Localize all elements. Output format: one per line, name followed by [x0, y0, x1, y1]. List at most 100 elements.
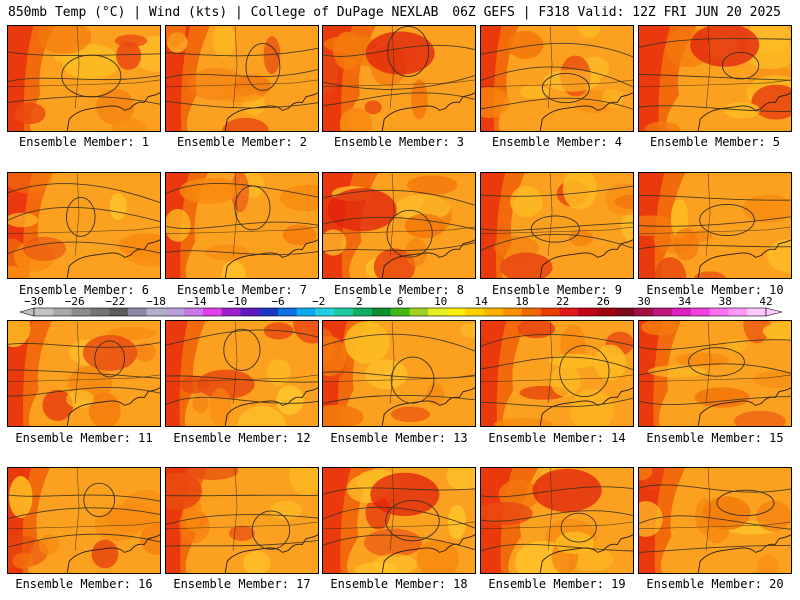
ensemble-member-map [165, 25, 319, 132]
ensemble-member-label: Ensemble Member: 2 [176, 135, 308, 149]
ensemble-member-map [7, 467, 161, 574]
colorbar-tick-label: 26 [597, 296, 610, 308]
ensemble-member-map [480, 25, 634, 132]
colorbar-swatch [465, 308, 485, 316]
colorbar-tick-label: −26 [65, 296, 85, 308]
colorbar-tick-label: −2 [312, 296, 325, 308]
colorbar-swatch [522, 308, 542, 316]
colorbar-swatch [90, 308, 110, 316]
colorbar-swatch [409, 308, 429, 316]
colorbar-tick-label: −14 [187, 296, 207, 308]
colorbar-swatch [278, 308, 298, 316]
ensemble-member-label: Ensemble Member: 18 [330, 577, 468, 591]
colorbar-swatch [634, 308, 654, 316]
ensemble-member-map [322, 25, 476, 132]
colorbar-swatch [202, 308, 222, 316]
colorbar-swatch [240, 308, 260, 316]
colorbar-tick-label: 18 [515, 296, 528, 308]
colorbar-tick-label: −6 [271, 296, 284, 308]
ensemble-member-label: Ensemble Member: 1 [18, 135, 150, 149]
colorbar-swatch [503, 308, 523, 316]
colorbar-swatch [653, 308, 673, 316]
colorbar-swatch [559, 308, 579, 316]
colorbar-tick-label: 2 [356, 296, 363, 308]
colorbar-swatch [259, 308, 279, 316]
colorbar-swatch [484, 308, 504, 316]
ensemble-member-map [638, 320, 792, 427]
ensemble-member-label: Ensemble Member: 15 [646, 431, 784, 445]
ensemble-member-map [322, 467, 476, 574]
ensemble-member-label: Ensemble Member: 6 [18, 283, 150, 297]
colorbar-swatch [446, 308, 466, 316]
colorbar-swatch [578, 308, 598, 316]
colorbar-tick-label: 38 [719, 296, 732, 308]
colorbar-tick-label: 10 [434, 296, 447, 308]
ensemble-member-label: Ensemble Member: 7 [176, 283, 308, 297]
colorbar-swatch [52, 308, 72, 316]
ensemble-member-label: Ensemble Member: 14 [488, 431, 626, 445]
ensemble-member-map [480, 467, 634, 574]
ensemble-member-map [322, 320, 476, 427]
colorbar-tick-label: −18 [146, 296, 166, 308]
ensemble-member-map [165, 320, 319, 427]
colorbar-tick-label: 14 [475, 296, 489, 308]
colorbar-right-arrow [765, 307, 783, 317]
ensemble-member-label: Ensemble Member: 12 [173, 431, 311, 445]
ensemble-member-label: Ensemble Member: 16 [15, 577, 153, 591]
colorbar-tick-label: 22 [556, 296, 569, 308]
colorbar-swatch [728, 308, 748, 316]
colorbar-swatch [390, 308, 410, 316]
ensemble-member-map [165, 172, 319, 279]
ensemble-member-label: Ensemble Member: 11 [15, 431, 153, 445]
colorbar-swatch [747, 308, 767, 316]
colorbar-swatch [690, 308, 710, 316]
ensemble-member-label: Ensemble Member: 5 [649, 135, 781, 149]
ensemble-member-label: Ensemble Member: 13 [330, 431, 468, 445]
ensemble-member-label: Ensemble Member: 9 [491, 283, 623, 297]
ensemble-member-map [638, 172, 792, 279]
colorbar-swatch [597, 308, 617, 316]
valid-time: 06Z GEFS | F318 Valid: 12Z FRI JUN 20 20… [452, 5, 781, 20]
ensemble-member-label: Ensemble Member: 17 [173, 577, 311, 591]
colorbar-swatch [146, 308, 166, 316]
colorbar-swatch [34, 308, 54, 316]
colorbar-swatch [184, 308, 204, 316]
colorbar-swatch [371, 308, 391, 316]
ensemble-member-label: Ensemble Member: 10 [646, 283, 784, 297]
ensemble-member-label: Ensemble Member: 19 [488, 577, 626, 591]
ensemble-member-map [638, 467, 792, 574]
map-title: 850mb Temp (°C) | Wind (kts) | College o… [8, 5, 439, 20]
colorbar-tick-label: −10 [227, 296, 247, 308]
colorbar-swatch [221, 308, 241, 316]
colorbar-swatch [109, 308, 129, 316]
ensemble-member-label: Ensemble Member: 8 [333, 283, 465, 297]
colorbar-swatch [540, 308, 560, 316]
colorbar-swatch [334, 308, 354, 316]
ensemble-member-label: Ensemble Member: 3 [333, 135, 465, 149]
colorbar-swatch [296, 308, 316, 316]
colorbar-swatch [315, 308, 335, 316]
ensemble-member-map [165, 467, 319, 574]
colorbar-swatch [165, 308, 185, 316]
colorbar-swatch [71, 308, 91, 316]
ensemble-member-map [322, 172, 476, 279]
colorbar-tick-label: −30 [24, 296, 44, 308]
colorbar-left-arrow [18, 307, 35, 317]
ensemble-member-map [480, 320, 634, 427]
colorbar-swatch [127, 308, 147, 316]
ensemble-member-label: Ensemble Member: 4 [491, 135, 623, 149]
ensemble-member-label: Ensemble Member: 20 [646, 577, 784, 591]
colorbar-swatch [428, 308, 448, 316]
colorbar-swatch [672, 308, 692, 316]
colorbar-tick-label: −22 [105, 296, 125, 308]
ensemble-member-map [7, 320, 161, 427]
colorbar-tick-label: 6 [397, 296, 404, 308]
ensemble-member-map [480, 172, 634, 279]
ensemble-member-map [7, 25, 161, 132]
colorbar-tick-label: 42 [759, 296, 772, 308]
temperature-colorbar: −30 −26 −22 −18 −14 −10 −6 −2 2 6 10 14 18 22 26 30 34 38… [18, 296, 783, 317]
colorbar-swatch [709, 308, 729, 316]
colorbar-swatch [353, 308, 373, 316]
ensemble-member-map [7, 172, 161, 279]
colorbar-swatch [615, 308, 635, 316]
